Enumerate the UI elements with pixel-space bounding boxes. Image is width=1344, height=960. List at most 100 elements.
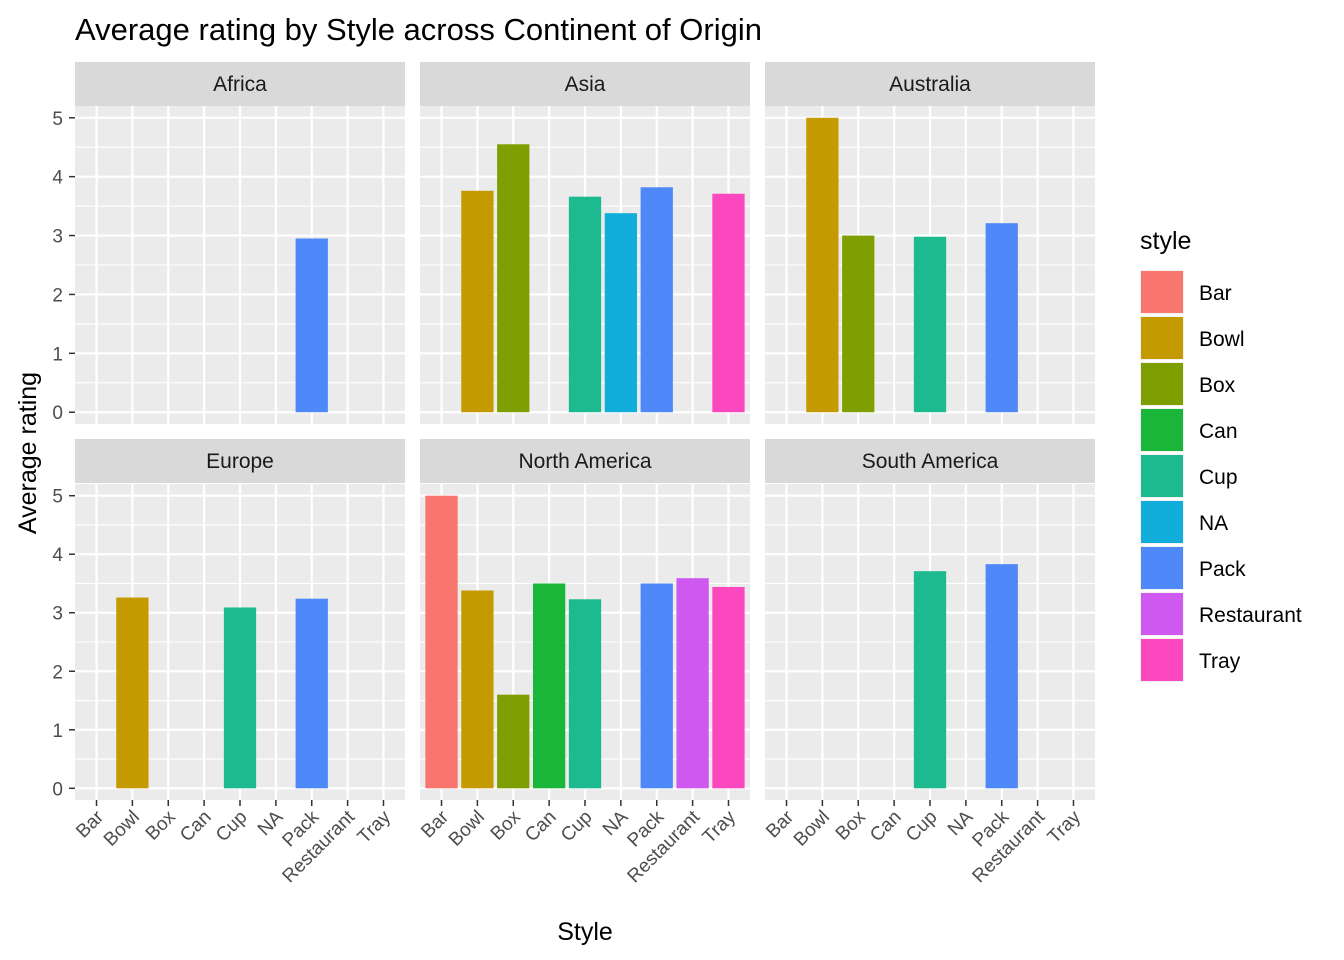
x-tick-label: Cup	[557, 807, 596, 846]
legend-swatch-pack	[1141, 547, 1183, 589]
bar-north-america-pack	[640, 583, 673, 789]
bar-north-america-bowl	[461, 590, 494, 789]
bar-europe-cup	[223, 607, 257, 789]
legend-label-tray: Tray	[1199, 650, 1241, 673]
legend-label-can: Can	[1199, 420, 1238, 443]
strip-south-america	[765, 439, 1095, 483]
bar-australia-cup	[913, 236, 947, 413]
y-tick-label: 3	[52, 227, 63, 248]
y-axis: 0 1 2 3 4 5	[52, 109, 75, 424]
x-tick-label: Bowl	[790, 807, 834, 851]
x-tick-label: Can	[866, 807, 905, 846]
x-tick-label: Box	[142, 806, 180, 844]
bar-north-america-box	[497, 694, 530, 789]
bar-africa-pack	[295, 238, 328, 413]
legend-label-na: NA	[1199, 512, 1228, 535]
y-axis-title: Average rating	[14, 372, 42, 534]
y-tick-label: 2	[52, 662, 63, 683]
x-tick-label: Can	[176, 807, 215, 846]
bar-asia-box	[497, 144, 530, 413]
x-tick-label: Box	[487, 806, 525, 844]
strip-north-america	[420, 439, 750, 483]
legend-label-bar: Bar	[1199, 282, 1232, 305]
legend-label-box: Box	[1199, 374, 1236, 397]
bar-asia-bowl	[461, 190, 494, 413]
strip-label-australia: Australia	[889, 73, 971, 96]
y-tick-label: 1	[52, 344, 63, 365]
strip-europe	[75, 439, 405, 483]
x-tick-label: Cup	[902, 807, 941, 846]
gridlines	[75, 106, 405, 424]
bars	[116, 597, 328, 789]
bar-north-america-can	[532, 583, 566, 789]
y-tick-label: 0	[52, 403, 63, 424]
y-tick-label: 3	[52, 604, 63, 625]
strip-label-europe: Europe	[206, 450, 274, 473]
x-tick-label: Cup	[212, 807, 251, 846]
bar-europe-bowl	[116, 597, 149, 789]
legend-swatch-can	[1141, 409, 1183, 451]
y-tick-label: 4	[52, 545, 63, 566]
y-axes: 0 1 2 3 4 5 0 1 2 3 4 5	[52, 109, 75, 800]
bar-asia-pack	[640, 187, 673, 413]
panel-south-america: South America	[765, 439, 1095, 800]
bar-north-america-restaurant	[676, 578, 709, 789]
legend-label-cup: Cup	[1199, 466, 1238, 489]
bar-australia-pack	[985, 223, 1018, 413]
legend-swatch-bowl	[1141, 317, 1183, 359]
bars	[806, 117, 1018, 413]
x-tick-label: Tray	[1044, 806, 1086, 848]
strip-asia	[420, 62, 750, 106]
strip-africa	[75, 62, 405, 106]
bar-asia-na	[604, 213, 638, 413]
x-tick-label: Box	[832, 806, 870, 844]
x-tick-label: Tray	[699, 806, 741, 848]
legend-swatch-bar	[1141, 271, 1183, 313]
bar-asia-tray	[712, 193, 745, 413]
bars	[295, 238, 328, 413]
bar-south-america-pack	[985, 564, 1018, 789]
y-axis: 0 1 2 3 4 5	[52, 487, 75, 800]
bar-north-america-bar	[425, 495, 458, 789]
legend-label-pack: Pack	[1199, 558, 1246, 581]
strip-label-south-america: South America	[862, 450, 999, 473]
bar-australia-bowl	[806, 117, 839, 413]
y-tick-label: 5	[52, 109, 63, 130]
y-tick-label: 1	[52, 721, 63, 742]
legend-label-restaurant: Restaurant	[1199, 604, 1302, 627]
panels: Africa Asia Australia Europe North America So…	[75, 62, 1095, 800]
bars	[425, 495, 745, 789]
bar-asia-cup	[568, 196, 602, 413]
x-tick-label: Tray	[354, 806, 396, 848]
y-tick-label: 2	[52, 285, 63, 306]
panel-europe: Europe	[75, 439, 405, 800]
panel-north-america: North America	[420, 439, 750, 800]
bars	[913, 564, 1018, 789]
legend-label-bowl: Bowl	[1199, 328, 1245, 351]
y-tick-label: 4	[52, 168, 63, 189]
bar-north-america-tray	[712, 586, 745, 789]
panel-australia: Australia	[765, 62, 1095, 424]
y-tick-label: 5	[52, 487, 63, 508]
strip-label-north-america: North America	[518, 450, 651, 473]
x-axis-title: Style	[557, 918, 613, 946]
bar-europe-pack	[295, 598, 328, 789]
legend-swatch-restaurant	[1141, 593, 1183, 635]
legend-swatch-tray	[1141, 639, 1183, 681]
legend-swatch-na	[1141, 501, 1183, 543]
strip-label-asia: Asia	[565, 73, 606, 96]
x-tick-label: Can	[521, 807, 560, 846]
y-tick-label: 0	[52, 779, 63, 800]
legend-title: style	[1140, 227, 1191, 255]
panel-africa: Africa	[75, 62, 405, 424]
strip-australia	[765, 62, 1095, 106]
bar-north-america-cup	[568, 599, 602, 789]
legend-swatch-box	[1141, 363, 1183, 405]
x-tick-label: Bowl	[445, 807, 489, 851]
bars	[461, 144, 745, 413]
